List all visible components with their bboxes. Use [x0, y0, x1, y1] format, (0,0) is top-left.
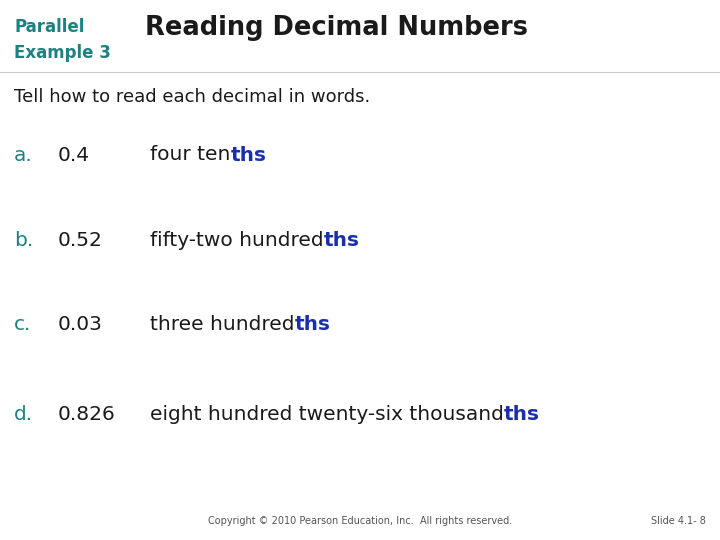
Text: Tell how to read each decimal in words.: Tell how to read each decimal in words.	[14, 88, 370, 106]
Text: b.: b.	[14, 231, 33, 249]
Text: ths: ths	[294, 315, 330, 334]
Text: four ten: four ten	[150, 145, 230, 165]
Text: ths: ths	[230, 145, 266, 165]
Text: Copyright © 2010 Pearson Education, Inc.  All rights reserved.: Copyright © 2010 Pearson Education, Inc.…	[208, 516, 512, 526]
Text: c.: c.	[14, 315, 32, 334]
Text: 0.4: 0.4	[58, 145, 90, 165]
Text: d.: d.	[14, 406, 33, 424]
Text: Slide 4.1- 8: Slide 4.1- 8	[651, 516, 706, 526]
Text: 0.03: 0.03	[58, 315, 103, 334]
Text: ths: ths	[504, 406, 540, 424]
Text: ths: ths	[323, 231, 359, 249]
Text: 0.52: 0.52	[58, 231, 103, 249]
Text: Reading Decimal Numbers: Reading Decimal Numbers	[145, 15, 528, 41]
Text: a.: a.	[14, 145, 32, 165]
Text: eight hundred twenty-six thousand: eight hundred twenty-six thousand	[150, 406, 504, 424]
Text: 0.826: 0.826	[58, 406, 116, 424]
Text: three hundred: three hundred	[150, 315, 294, 334]
Text: Example 3: Example 3	[14, 44, 111, 62]
Text: Parallel: Parallel	[14, 18, 84, 36]
Text: fifty-two hundred: fifty-two hundred	[150, 231, 323, 249]
